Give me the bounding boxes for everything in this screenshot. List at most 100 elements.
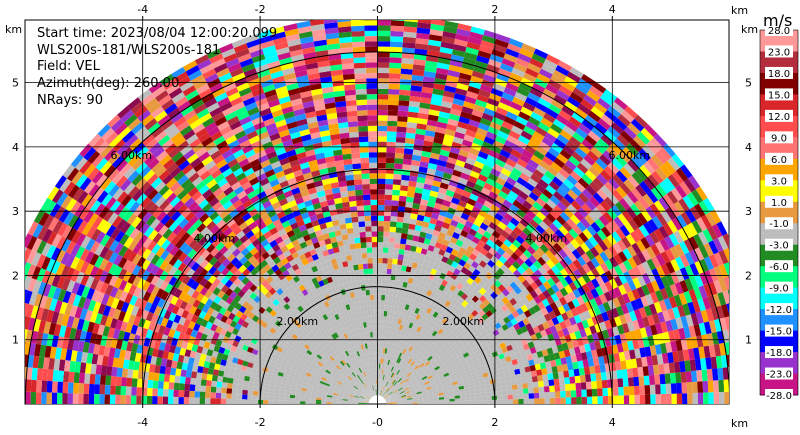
velocity-cell: [442, 31, 457, 39]
velocity-cell: [440, 339, 447, 346]
velocity-cell: [406, 127, 417, 134]
velocity-cell: [518, 393, 524, 400]
velocity-cell: [691, 370, 698, 382]
velocity-cell: [389, 343, 393, 350]
velocity-cell: [413, 356, 419, 363]
velocity-cell: [538, 275, 547, 284]
velocity-cell: [399, 89, 411, 96]
velocity-cell: [436, 370, 443, 375]
velocity-cell: [532, 381, 539, 388]
velocity-cell: [388, 78, 401, 85]
velocity-cell: [625, 359, 633, 369]
velocity-cell: [588, 210, 599, 222]
velocity-cell: [399, 190, 408, 197]
velocity-cell: [418, 381, 425, 386]
velocity-cell: [402, 375, 408, 381]
velocity-cell: [570, 390, 577, 398]
velocity-cell: [360, 242, 367, 249]
velocity-cell: [427, 364, 433, 370]
velocity-cell: [428, 39, 442, 47]
velocity-cell: [477, 373, 484, 379]
velocity-cell: [534, 77, 548, 89]
velocity-cell: [600, 114, 615, 127]
velocity-cell: [344, 89, 356, 96]
velocity-cell: [717, 367, 724, 381]
velocity-cell: [408, 385, 414, 389]
velocity-cell: [517, 345, 525, 353]
velocity-cell: [416, 391, 422, 395]
velocity-cell: [435, 306, 442, 314]
velocity-cell: [377, 279, 382, 285]
velocity-cell: [609, 362, 617, 372]
velocity-cell: [483, 74, 497, 83]
velocity-cell: [422, 145, 433, 153]
velocity-cell: [413, 301, 419, 308]
velocity-cell: [402, 342, 407, 349]
velocity-cell: [574, 330, 582, 340]
velocity-cell: [627, 191, 639, 204]
velocity-cell: [365, 62, 378, 68]
velocity-cell: [377, 321, 381, 327]
velocity-cell: [438, 322, 445, 329]
velocity-cell: [481, 141, 493, 150]
velocity-cell: [733, 366, 739, 379]
velocity-cell: [481, 112, 494, 122]
velocity-cell: [556, 314, 565, 324]
velocity-cell: [422, 76, 435, 84]
velocity-cell: [390, 396, 396, 400]
velocity-cell: [529, 205, 540, 216]
velocity-cell: [400, 381, 406, 386]
velocity-cell: [619, 166, 632, 179]
velocity-cell: [382, 263, 388, 269]
velocity-cell: [374, 379, 377, 385]
velocity-cell: [618, 351, 626, 362]
velocity-cell: [592, 232, 603, 244]
velocity-cell: [435, 340, 441, 347]
velocity-cell: [392, 253, 399, 260]
velocity-cell: [358, 226, 366, 233]
velocity-cell: [480, 320, 488, 328]
velocity-cell: [621, 236, 632, 249]
velocity-cell: [341, 57, 354, 65]
velocity-cell: [403, 21, 418, 28]
velocity-cell: [414, 138, 424, 146]
velocity-cell: [402, 384, 408, 389]
velocity-cell: [558, 168, 570, 179]
velocity-cell: [393, 323, 398, 329]
velocity-cell: [439, 399, 445, 402]
velocity-cell: [555, 262, 565, 272]
velocity-cell: [465, 90, 479, 100]
velocity-cell: [407, 402, 413, 404]
velocity-cell: [576, 162, 589, 174]
velocity-cell: [460, 111, 472, 120]
velocity-cell: [689, 276, 699, 289]
velocity-cell: [475, 264, 484, 273]
velocity-cell: [499, 342, 507, 349]
velocity-cell: [611, 344, 619, 354]
velocity-cell: [419, 97, 432, 104]
velocity-cell: [575, 245, 586, 256]
velocity-cell: [439, 260, 447, 268]
velocity-cell: [555, 271, 565, 281]
velocity-cell: [565, 309, 574, 319]
velocity-cell: [404, 143, 414, 150]
velocity-cell: [441, 267, 449, 275]
velocity-cell: [467, 361, 474, 368]
velocity-cell: [375, 368, 377, 375]
velocity-cell: [671, 153, 685, 168]
velocity-cell: [491, 230, 501, 239]
velocity-cell: [409, 218, 417, 225]
velocity-cell: [449, 373, 456, 378]
velocity-cell: [524, 258, 534, 268]
velocity-cell: [637, 318, 645, 329]
velocity-cell: [678, 292, 688, 305]
velocity-cell: [668, 362, 676, 374]
velocity-cell: [388, 94, 400, 101]
velocity-cell: [651, 256, 661, 269]
velocity-cell: [432, 324, 439, 331]
velocity-cell: [344, 249, 352, 256]
velocity-cell: [595, 158, 608, 170]
velocity-cell: [507, 399, 514, 404]
velocity-cell: [520, 106, 533, 117]
velocity-cell: [564, 284, 573, 294]
